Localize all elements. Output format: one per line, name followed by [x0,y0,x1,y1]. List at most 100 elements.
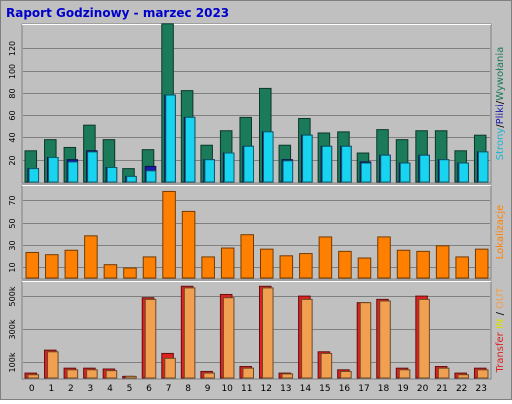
bar-out [222,297,235,379]
bar-lokalizacje [84,235,98,279]
bar-strony [243,145,254,183]
x-tick-label: 3 [88,384,94,394]
y-axis-label-part: / [495,124,506,128]
bar-out [281,373,294,379]
x-tick-label: 23 [476,384,487,394]
bar-out [340,370,352,379]
bar-strony [67,161,79,183]
bar-out [320,352,333,379]
bar-lokalizacje [435,245,450,279]
y-tick-label: 300k [8,319,17,339]
y-axis-label: Lokalizacje [495,205,506,260]
bar-strony [477,151,489,183]
y-tick-label: 100 [8,64,17,79]
y-tick-label: 20 [8,155,17,165]
bar-out [437,367,450,379]
bar-strony [302,134,313,183]
x-tick-label: 13 [280,384,291,394]
bar-strony [321,145,333,183]
bar-out [457,374,469,379]
bar-lokalizacje [181,210,196,279]
x-tick-label: 22 [456,384,467,394]
bar-strony [360,162,372,183]
bar-lokalizacje [279,255,294,279]
bar-out [183,287,196,379]
y-tick-label: 30 [8,240,17,250]
x-tick-label: 21 [436,384,447,394]
bar-lokalizacje [64,249,79,279]
bar-strony [341,145,352,183]
bar-out [86,369,98,379]
bar-strony [380,154,391,183]
bar-strony [184,116,196,183]
x-tick-label: 2 [68,384,74,394]
x-tick-label: 15 [319,384,330,394]
bar-lokalizacje [416,250,430,279]
x-tick-label: 7 [166,384,172,394]
y-axis-label-part: Wywołania [495,47,506,101]
y-axis-label-part: OUT [495,287,506,309]
x-tick-label: 5 [127,384,133,394]
x-tick-label: 19 [397,384,409,394]
x-tick-label: 11 [241,384,252,394]
bar-strony [126,175,137,183]
y-axis-label-part: IN [495,319,506,329]
bar-lokalizacje [474,248,489,279]
bar-lokalizacje [103,264,118,279]
bar-out [242,367,254,379]
bar-strony [48,156,59,183]
bar-out [359,302,372,379]
bar-lokalizacje [142,256,157,279]
bar-lokalizacje [260,248,274,279]
y-tick-label: 500k [8,286,17,306]
panel-lokalizacje: 10 30 50 70 Lokalizacje [8,184,506,280]
bar-lokalizacje [220,247,235,279]
bar-out [47,351,59,379]
bar-strony [282,160,294,183]
bar-out [418,298,430,379]
bar-out [105,370,118,379]
chart-title: Raport Godzinowy - marzec 2023 [6,6,229,20]
bar-strony [106,167,118,183]
bar-out [144,298,157,379]
bar-lokalizacje [299,253,313,279]
bar-strony [223,152,235,183]
y-tick-label: 100k [8,352,17,372]
x-tick-label: 20 [417,384,429,394]
bar-strony [438,159,450,183]
bar-lokalizacje [357,257,372,279]
y-axis-label-part: Pliki [495,104,506,124]
x-tick-label: 14 [300,384,312,394]
bar-lokalizacje [377,236,391,279]
x-tick-label: 12 [261,384,272,394]
panel-frame [21,23,492,184]
y-tick-label: 80 [8,88,17,98]
x-tick-label: 17 [358,384,369,394]
y-axis-label: Strony/Pliki/Wywołania [495,47,506,161]
bar-strony [87,151,98,183]
bar-strony [419,154,430,183]
bar-out [164,357,176,379]
bar-out [301,298,313,379]
x-tick-label: 4 [107,384,113,394]
bar-strony [28,168,40,183]
bar-out [476,369,489,379]
bar-lokalizacje [162,190,176,279]
bar-out [66,369,79,379]
bar-strony [165,94,176,183]
y-tick-label: 120 [8,41,17,56]
y-tick-label: 10 [8,262,17,272]
x-tick-label: 16 [339,384,351,394]
x-tick-label: 8 [185,384,191,394]
x-tick-label: 0 [29,384,35,394]
y-tick-label: 40 [8,132,17,142]
bar-out [125,375,137,379]
bar-out [203,372,215,379]
y-axis-label-part: Transfer [495,331,506,373]
bar-strony [458,162,469,183]
bar-out [398,369,411,379]
bar-lokalizacje [338,250,352,279]
bar-lokalizacje [123,267,137,279]
